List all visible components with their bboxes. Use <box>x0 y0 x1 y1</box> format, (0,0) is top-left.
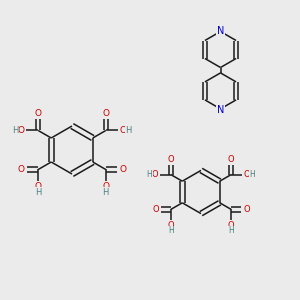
Text: N: N <box>217 105 224 115</box>
Text: H: H <box>125 126 132 135</box>
Text: O: O <box>243 205 250 214</box>
Text: O: O <box>35 109 42 118</box>
Text: O: O <box>152 170 158 179</box>
Text: H: H <box>103 188 109 197</box>
Text: O: O <box>119 165 126 174</box>
Text: O: O <box>18 165 25 174</box>
Text: O: O <box>244 170 250 179</box>
Text: O: O <box>167 221 174 230</box>
Text: H: H <box>35 188 41 197</box>
Text: O: O <box>228 221 235 230</box>
Text: H: H <box>147 170 152 179</box>
Text: N: N <box>217 26 224 36</box>
Text: H: H <box>12 126 19 135</box>
Text: O: O <box>102 109 109 118</box>
Text: H: H <box>168 226 174 235</box>
Text: H: H <box>228 226 234 235</box>
Text: O: O <box>102 182 109 191</box>
Text: O: O <box>167 155 174 164</box>
Text: O: O <box>35 182 42 191</box>
Text: H: H <box>250 170 255 179</box>
Text: O: O <box>152 205 159 214</box>
Text: O: O <box>228 155 235 164</box>
Text: O: O <box>17 126 24 135</box>
Text: O: O <box>120 126 127 135</box>
